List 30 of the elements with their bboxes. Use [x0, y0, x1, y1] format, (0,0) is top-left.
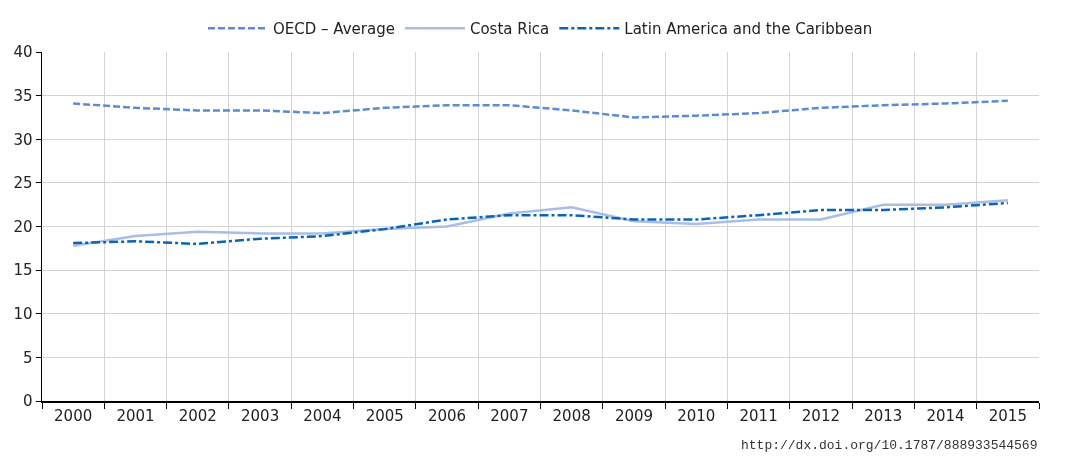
x-tick-label: 2014	[926, 406, 965, 425]
legend-label: Latin America and the Caribbean	[624, 20, 873, 39]
line-series	[71, 99, 1010, 119]
x-tick-label: 2007	[490, 406, 529, 425]
x-tick-label: 2002	[178, 406, 217, 425]
x-tick-label: 2009	[614, 406, 654, 425]
y-tick-label: 5	[22, 348, 33, 367]
x-tick-label: 2000	[54, 406, 93, 425]
x-tick-label: 2003	[241, 406, 280, 425]
legend-label: Costa Rica	[469, 20, 550, 39]
y-tick-label: 30	[13, 130, 33, 149]
x-tick-label: 2005	[365, 406, 404, 425]
y-tick-label: 40	[13, 43, 33, 62]
x-tick-label: 2006	[427, 406, 467, 425]
y-tick-label: 25	[13, 174, 33, 193]
y-tick-label: 35	[13, 86, 33, 105]
y-tick-label: 15	[13, 261, 33, 280]
x-tick-label: 2004	[303, 406, 342, 425]
x-tick-label: 2011	[739, 406, 778, 425]
x-tick-label: 2010	[677, 406, 716, 425]
y-tick-label: 10	[13, 305, 33, 323]
text: http://dx.doi.org/10.1787/888933544569	[741, 438, 1038, 453]
x-tick-label: 2008	[552, 406, 591, 425]
y-tick-label: 20	[13, 217, 33, 236]
y-tick-label: 0	[22, 392, 33, 411]
legend-label: OECD – Average	[273, 20, 395, 39]
x-tick-label: 2013	[864, 406, 903, 425]
x-tick-label: 2001	[116, 406, 155, 425]
x-tick-label: 2012	[801, 406, 840, 425]
x-tick-label: 2015	[988, 406, 1027, 425]
